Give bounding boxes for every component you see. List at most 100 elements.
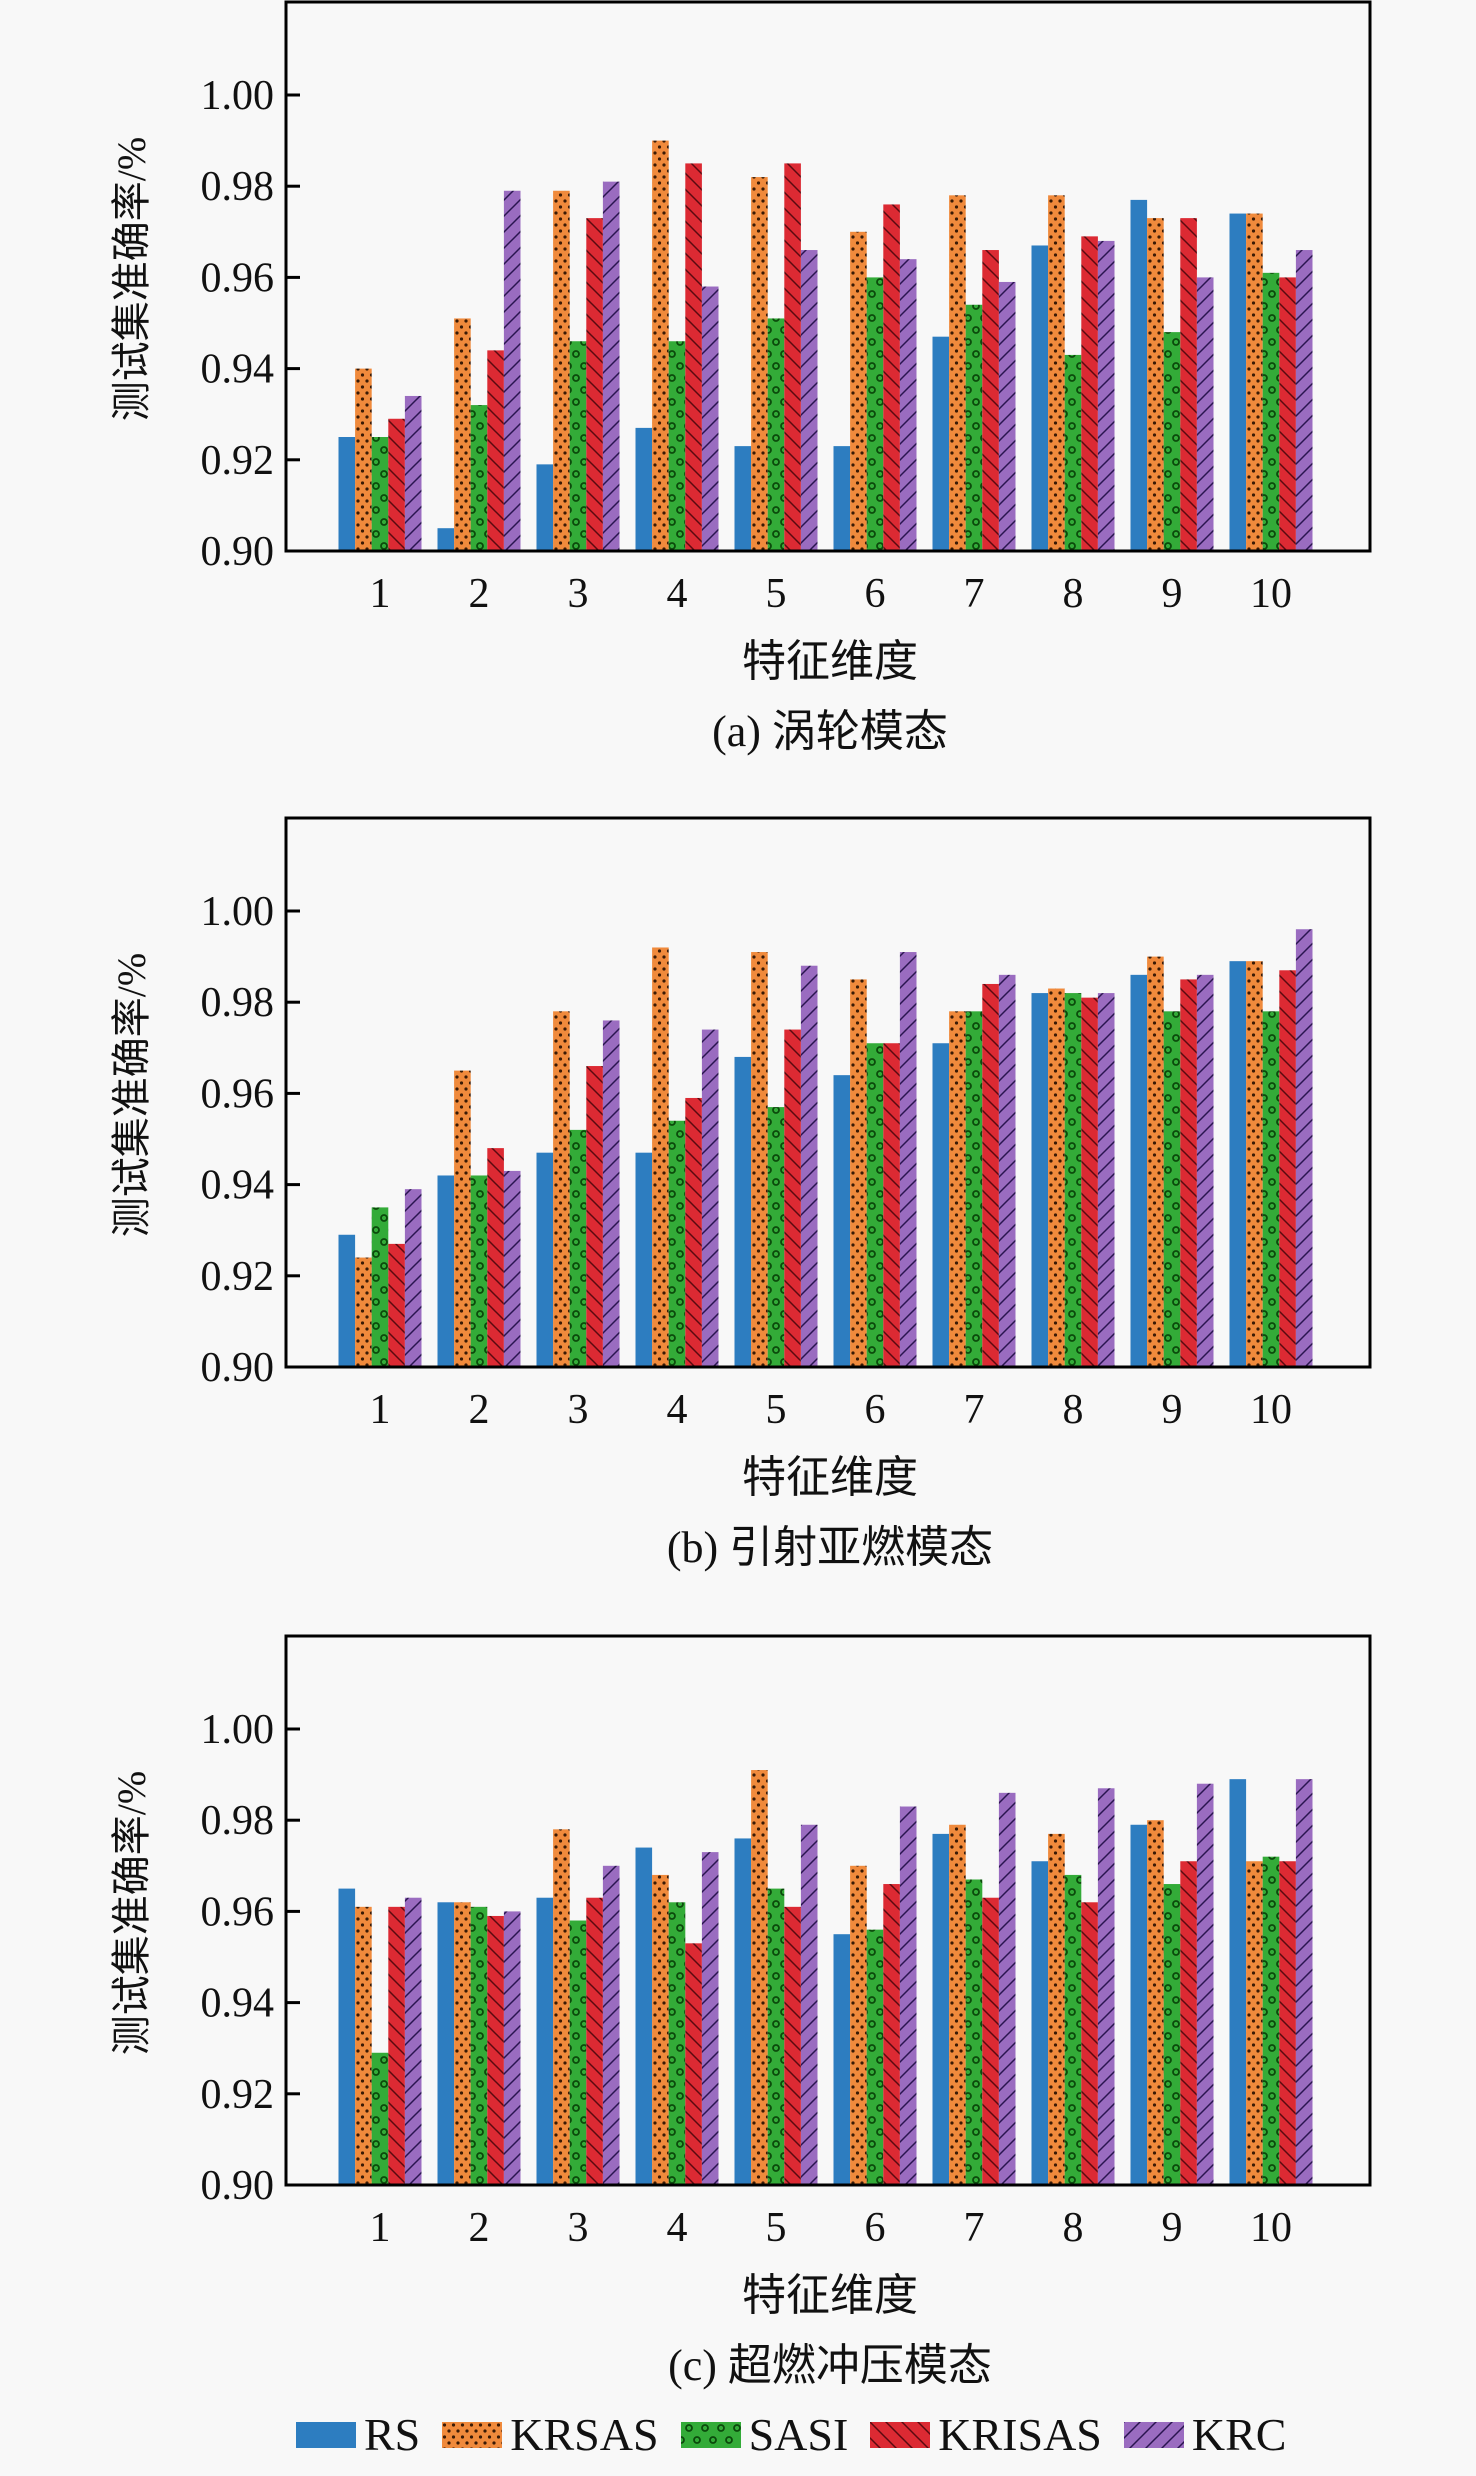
- bar-krc-10: [1295, 929, 1313, 1367]
- bar-krsas-10: [1246, 961, 1263, 1367]
- bar-krisas-8: [1081, 236, 1098, 552]
- legend-item-rs: RS: [296, 2412, 420, 2458]
- bar-rs-8: [1031, 245, 1049, 552]
- bar-krisas-4: [685, 163, 702, 551]
- bar-krc-10: [1295, 250, 1313, 552]
- bar-rs-7: [932, 1833, 950, 2185]
- bar-krc-2: [503, 1911, 521, 2185]
- bar-krsas-1: [355, 1257, 372, 1367]
- bar-sasi-8: [1064, 993, 1082, 1367]
- bar-sasi-9: [1163, 332, 1181, 551]
- bar-krc-9: [1196, 277, 1214, 551]
- bar-krc-10: [1295, 1779, 1313, 2185]
- bar-krisas-5: [784, 1906, 801, 2185]
- x-tick-label: 10: [1250, 1387, 1292, 1433]
- bar-krsas-9: [1147, 218, 1164, 551]
- x-tick-label: 8: [1063, 571, 1084, 617]
- bar-krisas-4: [685, 1943, 702, 2185]
- bar-krsas-1: [355, 1906, 372, 2185]
- bar-krisas-10: [1279, 277, 1296, 551]
- bar-rs-6: [833, 1075, 851, 1367]
- bar-rs-1: [338, 1234, 356, 1367]
- bar-sasi-5: [767, 1888, 785, 2185]
- y-tick-label: 0.98: [201, 164, 275, 210]
- chart-panel-b: 0.90 0.92 0.94 0.96 0.98 1.00 1 2 3 4 5 6 7 8 9 10 测试集准…: [0, 816, 1476, 1596]
- y-tick-label: 0.90: [201, 1345, 275, 1391]
- bar-rs-8: [1031, 993, 1049, 1367]
- bar-rs-10: [1229, 213, 1247, 551]
- bar-sasi-7: [965, 1879, 983, 2185]
- x-tick-label: 3: [568, 2205, 589, 2251]
- legend-label: KRISAS: [938, 2409, 1102, 2460]
- bar-krc-3: [602, 1020, 620, 1367]
- bar-krisas-6: [883, 204, 900, 551]
- bar-krisas-1: [388, 1243, 405, 1367]
- bar-krisas-7: [982, 1897, 999, 2185]
- bar-sasi-1: [371, 2052, 389, 2185]
- y-tick-label: 1.00: [201, 73, 275, 119]
- y-tick-label: 0.96: [201, 255, 275, 301]
- legend-label: RS: [364, 2409, 421, 2460]
- bar-krsas-4: [652, 947, 669, 1367]
- bar-krsas-8: [1048, 1833, 1065, 2185]
- legend-label: KRSAS: [510, 2409, 659, 2460]
- bar-sasi-8: [1064, 1874, 1082, 2185]
- bar-sasi-7: [965, 304, 983, 551]
- bar-sasi-5: [767, 318, 785, 551]
- bar-krc-1: [404, 395, 422, 551]
- bar-rs-7: [932, 1043, 950, 1367]
- y-tick-label: 0.90: [201, 529, 275, 575]
- x-tick-label: 7: [964, 2205, 985, 2251]
- bar-rs-1: [338, 437, 356, 551]
- bar-krisas-6: [883, 1884, 900, 2185]
- x-tick-label: 7: [964, 571, 985, 617]
- bar-sasi-2: [470, 1906, 488, 2185]
- legend-item-krisas: KRISAS: [870, 2412, 1102, 2458]
- bar-krsas-7: [949, 1824, 966, 2185]
- bar-krisas-10: [1279, 970, 1296, 1367]
- bar-krsas-6: [850, 1865, 867, 2185]
- bar-rs-3: [536, 464, 554, 551]
- legend-swatch: [680, 2422, 741, 2448]
- x-tick-label: 4: [667, 571, 688, 617]
- x-tick-label: 2: [469, 1387, 490, 1433]
- bar-krc-9: [1196, 974, 1214, 1367]
- bar-rs-5: [734, 446, 752, 551]
- bar-sasi-1: [371, 1207, 389, 1367]
- legend-item-krc: KRC: [1123, 2412, 1286, 2458]
- y-tick-label: 0.94: [201, 1981, 275, 2027]
- bar-krisas-7: [982, 983, 999, 1367]
- bar-krsas-7: [949, 195, 966, 551]
- y-tick-label: 0.92: [201, 2072, 275, 2118]
- x-tick-label: 9: [1162, 2205, 1183, 2251]
- y-tick-label: 0.90: [201, 2163, 275, 2209]
- bar-krc-9: [1196, 1783, 1214, 2185]
- bar-krc-8: [1097, 240, 1115, 552]
- bar-krc-7: [998, 974, 1016, 1367]
- bar-rs-9: [1130, 1824, 1148, 2185]
- bar-krsas-5: [751, 1770, 768, 2185]
- y-tick-label: 0.92: [201, 1254, 275, 1300]
- bar-krc-8: [1097, 1788, 1115, 2185]
- bar-sasi-5: [767, 1107, 785, 1367]
- bar-krc-3: [602, 181, 620, 551]
- chart-caption: (c) 超燃冲压模态: [668, 2341, 992, 2390]
- bar-krc-1: [404, 1189, 422, 1367]
- bar-krc-6: [899, 259, 917, 551]
- chart-a: 0.90 0.92 0.94 0.96 0.98 1.00 1 2 3 4 5 6 7 8 9 10: [201, 0, 1372, 617]
- x-tick-label: 4: [667, 1387, 688, 1433]
- bar-krisas-3: [586, 1066, 603, 1367]
- x-tick-label: 3: [568, 1387, 589, 1433]
- bar-sasi-8: [1064, 354, 1082, 551]
- y-tick-label: 1.00: [201, 1707, 275, 1753]
- bar-rs-2: [437, 1175, 455, 1367]
- bar-rs-10: [1229, 961, 1247, 1367]
- bar-krisas-9: [1180, 1861, 1197, 2185]
- legend-swatch-fill: [1123, 2422, 1184, 2448]
- bar-krisas-1: [388, 418, 405, 551]
- bar-krc-4: [701, 1029, 719, 1367]
- bar-krc-4: [701, 1852, 719, 2185]
- x-axis-label: 特征维度: [742, 637, 918, 686]
- bar-krc-7: [998, 1792, 1016, 2185]
- bar-krisas-7: [982, 250, 999, 552]
